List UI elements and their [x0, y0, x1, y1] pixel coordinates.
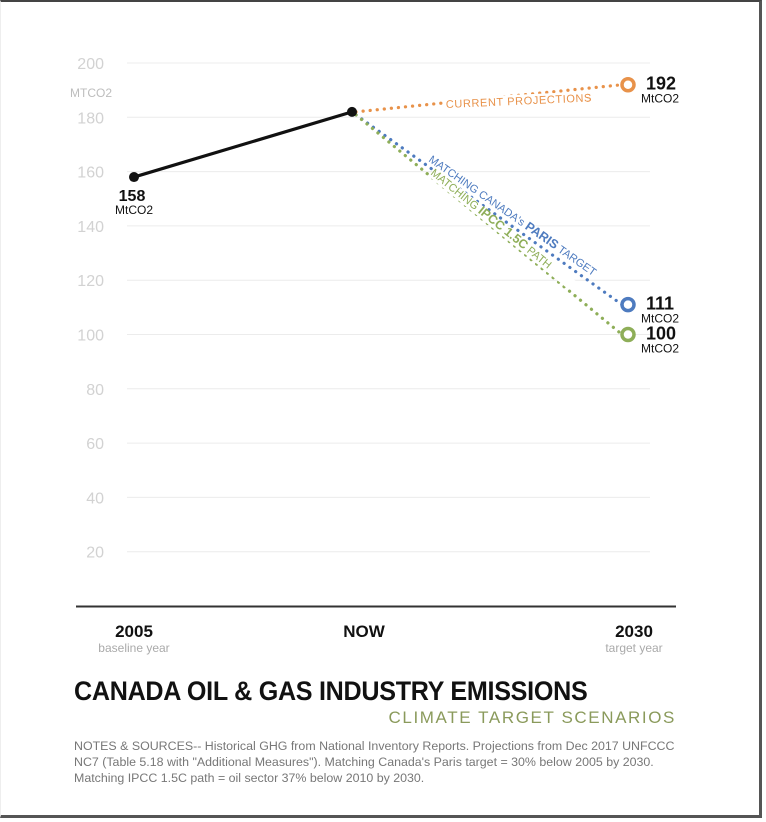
x-tick-sublabel: target year	[605, 641, 662, 655]
end-unit-label: MtCO2	[641, 92, 679, 106]
y-tick-label: 160	[77, 165, 104, 182]
historical-point	[347, 106, 357, 117]
chart-subtitle: CLIMATE TARGET SCENARIOS	[388, 708, 676, 727]
y-tick-label: 180	[77, 110, 104, 127]
notes-sources: NOTES & SOURCES-- Historical GHG from Na…	[74, 739, 675, 785]
series-label-ipcc: MATCHING IPCC 1.5C PATH	[428, 165, 555, 271]
x-tick-label: 2030	[615, 622, 653, 641]
y-tick-label: 200	[77, 56, 104, 73]
historical-line	[133, 110, 353, 179]
start-unit-label: MtCO2	[115, 203, 153, 217]
y-tick-label: 60	[86, 436, 104, 453]
label-mask	[426, 154, 585, 269]
end-value-label: 192	[646, 74, 676, 94]
x-tick-label: NOW	[343, 622, 386, 641]
y-tick-label: 120	[77, 273, 104, 290]
label-mask	[442, 91, 587, 112]
series-line-1	[354, 113, 624, 307]
end-unit-label: MtCO2	[641, 342, 679, 356]
x-tick-label: 2005	[115, 622, 153, 641]
series-endpoint-1	[620, 296, 636, 313]
series-endpoint-0	[620, 76, 636, 93]
end-unit-label: MtCO2	[641, 312, 679, 326]
series-label-current-projections: CURRENT PROJECTIONS	[446, 92, 593, 111]
label-mask	[428, 167, 576, 290]
y-tick-label: 80	[86, 382, 104, 399]
y-axis-label: MTCO2	[70, 86, 112, 100]
end-value-label: 100	[646, 324, 676, 344]
series-label-paris: MATCHING CANADA's PARIS TARGET	[426, 152, 599, 279]
y-tick-label: 100	[77, 328, 104, 345]
y-tick-label: 20	[86, 545, 104, 562]
series-endpoint-2	[620, 326, 636, 343]
historical-point	[129, 172, 139, 183]
series-label-prefix: MATCHING CANADA's	[426, 154, 529, 231]
start-value-label: 158	[119, 188, 146, 205]
series-line-2	[354, 113, 624, 337]
chart-title: CANADA OIL & GAS INDUSTRY EMISSIONS	[74, 676, 588, 706]
x-tick-sublabel: baseline year	[98, 641, 169, 655]
end-value-label: 111	[646, 294, 674, 314]
y-tick-label: 40	[86, 490, 104, 507]
y-tick-label: 140	[77, 219, 104, 236]
